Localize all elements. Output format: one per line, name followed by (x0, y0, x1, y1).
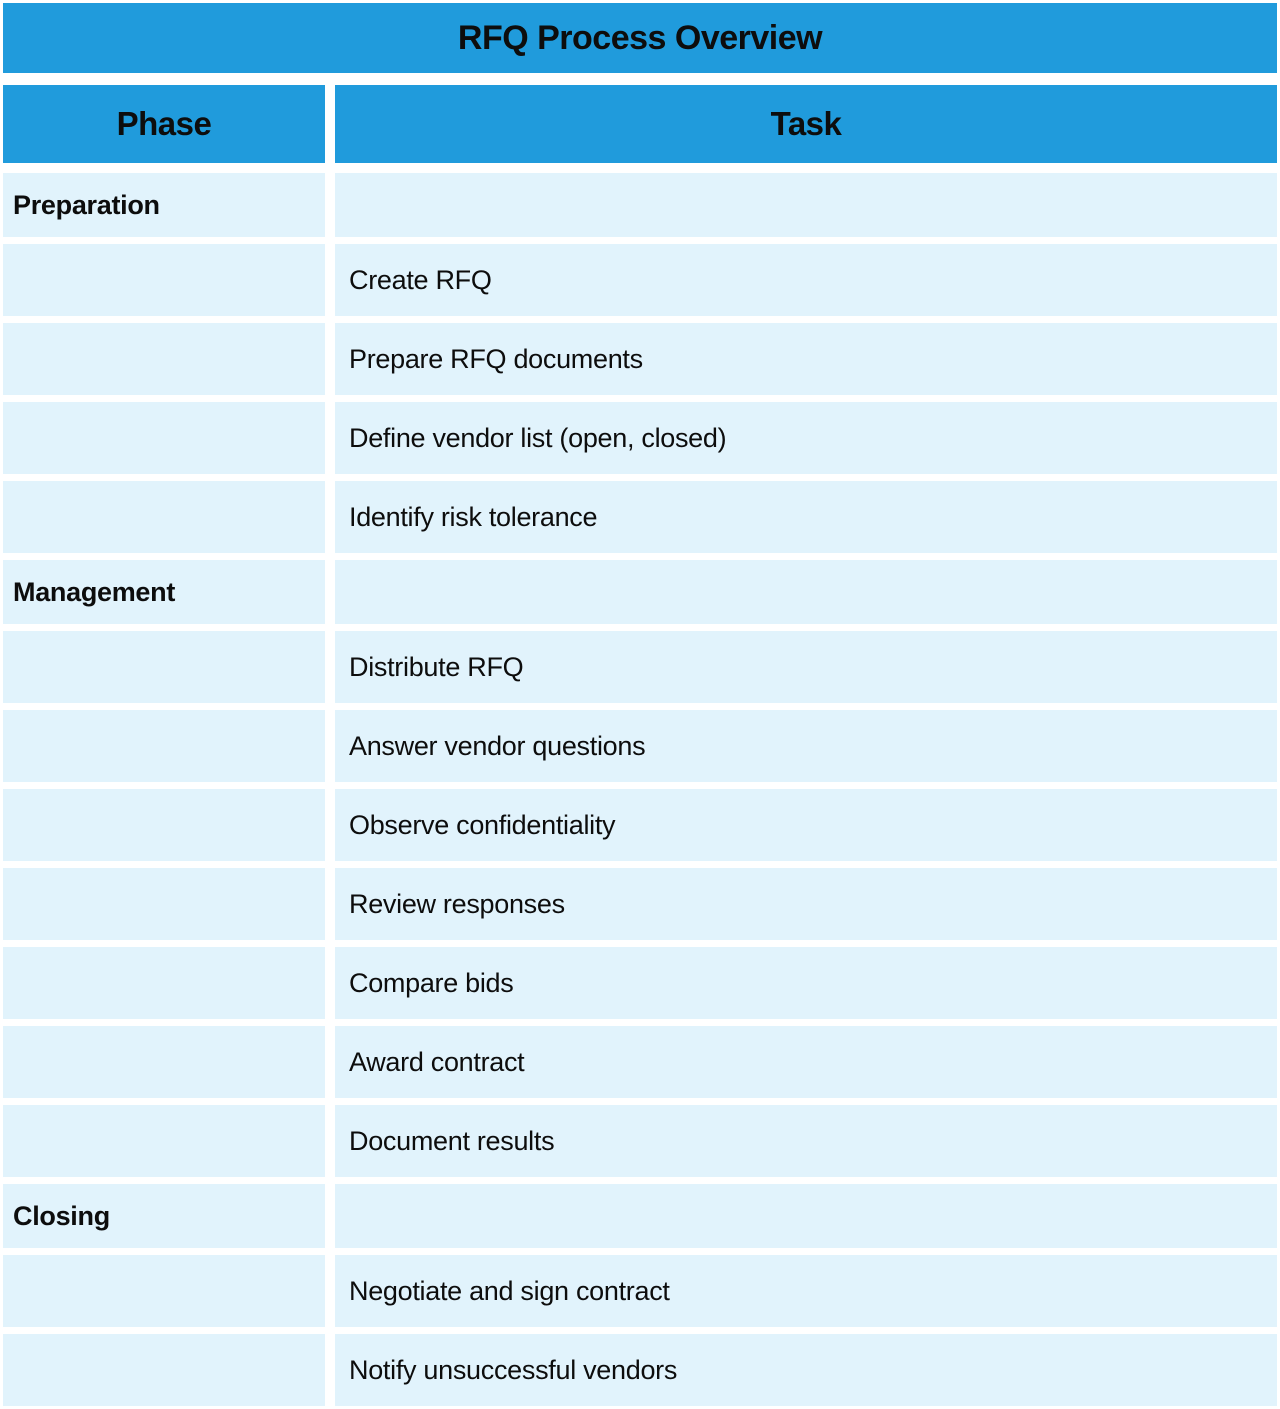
column-header-phase: Phase (3, 85, 325, 163)
task-label: Identify risk tolerance (349, 501, 598, 532)
task-label: Distribute RFQ (349, 651, 524, 682)
task-cell: Distribute RFQ (335, 631, 1277, 703)
table-row: Award contract (3, 1026, 1277, 1098)
phase-cell (3, 947, 325, 1019)
phase-cell (3, 710, 325, 782)
task-cell: Compare bids (335, 947, 1277, 1019)
task-label: Create RFQ (349, 264, 492, 295)
task-cell (335, 560, 1277, 624)
task-cell: Award contract (335, 1026, 1277, 1098)
phase-cell (3, 1334, 325, 1406)
task-cell: Observe confidentiality (335, 789, 1277, 861)
task-cell: Prepare RFQ documents (335, 323, 1277, 395)
task-label: Document results (349, 1125, 555, 1156)
phase-cell (3, 1026, 325, 1098)
task-label: Prepare RFQ documents (349, 343, 643, 374)
phase-cell: Closing (3, 1184, 325, 1248)
task-cell: Review responses (335, 868, 1277, 940)
phase-cell (3, 789, 325, 861)
phase-cell (3, 1255, 325, 1327)
table-row: Management (3, 560, 1277, 624)
task-cell: Negotiate and sign contract (335, 1255, 1277, 1327)
table-body: Preparation Create RFQ Prepare RFQ docum… (3, 173, 1277, 1406)
column-header-task: Task (335, 85, 1277, 163)
table-row: Prepare RFQ documents (3, 323, 1277, 395)
task-cell: Create RFQ (335, 244, 1277, 316)
table-row: Identify risk tolerance (3, 481, 1277, 553)
table-row: Define vendor list (open, closed) (3, 402, 1277, 474)
task-label: Observe confidentiality (349, 809, 616, 840)
phase-label: Closing (13, 1200, 110, 1231)
table-row: Observe confidentiality (3, 789, 1277, 861)
task-cell: Identify risk tolerance (335, 481, 1277, 553)
phase-cell (3, 402, 325, 474)
task-label: Review responses (349, 888, 565, 919)
phase-cell: Management (3, 560, 325, 624)
phase-cell: Preparation (3, 173, 325, 237)
phase-cell (3, 868, 325, 940)
task-cell (335, 173, 1277, 237)
task-label: Define vendor list (open, closed) (349, 422, 727, 453)
task-cell: Document results (335, 1105, 1277, 1177)
table-title: RFQ Process Overview (3, 3, 1277, 73)
phase-cell (3, 323, 325, 395)
table-row: Answer vendor questions (3, 710, 1277, 782)
task-label: Notify unsuccessful vendors (349, 1354, 678, 1385)
table-row: Notify unsuccessful vendors (3, 1334, 1277, 1406)
task-cell (335, 1184, 1277, 1248)
task-label: Answer vendor questions (349, 730, 646, 761)
table-row: Closing (3, 1184, 1277, 1248)
task-label: Negotiate and sign contract (349, 1275, 670, 1306)
phase-label: Management (13, 576, 176, 607)
phase-cell (3, 1105, 325, 1177)
table-row: Create RFQ (3, 244, 1277, 316)
task-cell: Define vendor list (open, closed) (335, 402, 1277, 474)
task-cell: Notify unsuccessful vendors (335, 1334, 1277, 1406)
task-label: Compare bids (349, 967, 514, 998)
task-cell: Answer vendor questions (335, 710, 1277, 782)
table-row: Compare bids (3, 947, 1277, 1019)
table-row: Negotiate and sign contract (3, 1255, 1277, 1327)
phase-cell (3, 631, 325, 703)
task-label: Award contract (349, 1046, 525, 1077)
table-row: Distribute RFQ (3, 631, 1277, 703)
table-row: Preparation (3, 173, 1277, 237)
table-row: Document results (3, 1105, 1277, 1177)
phase-label: Preparation (13, 189, 160, 220)
phase-cell (3, 481, 325, 553)
header-row: Phase Task (3, 85, 1277, 163)
phase-cell (3, 244, 325, 316)
table-row: Review responses (3, 868, 1277, 940)
